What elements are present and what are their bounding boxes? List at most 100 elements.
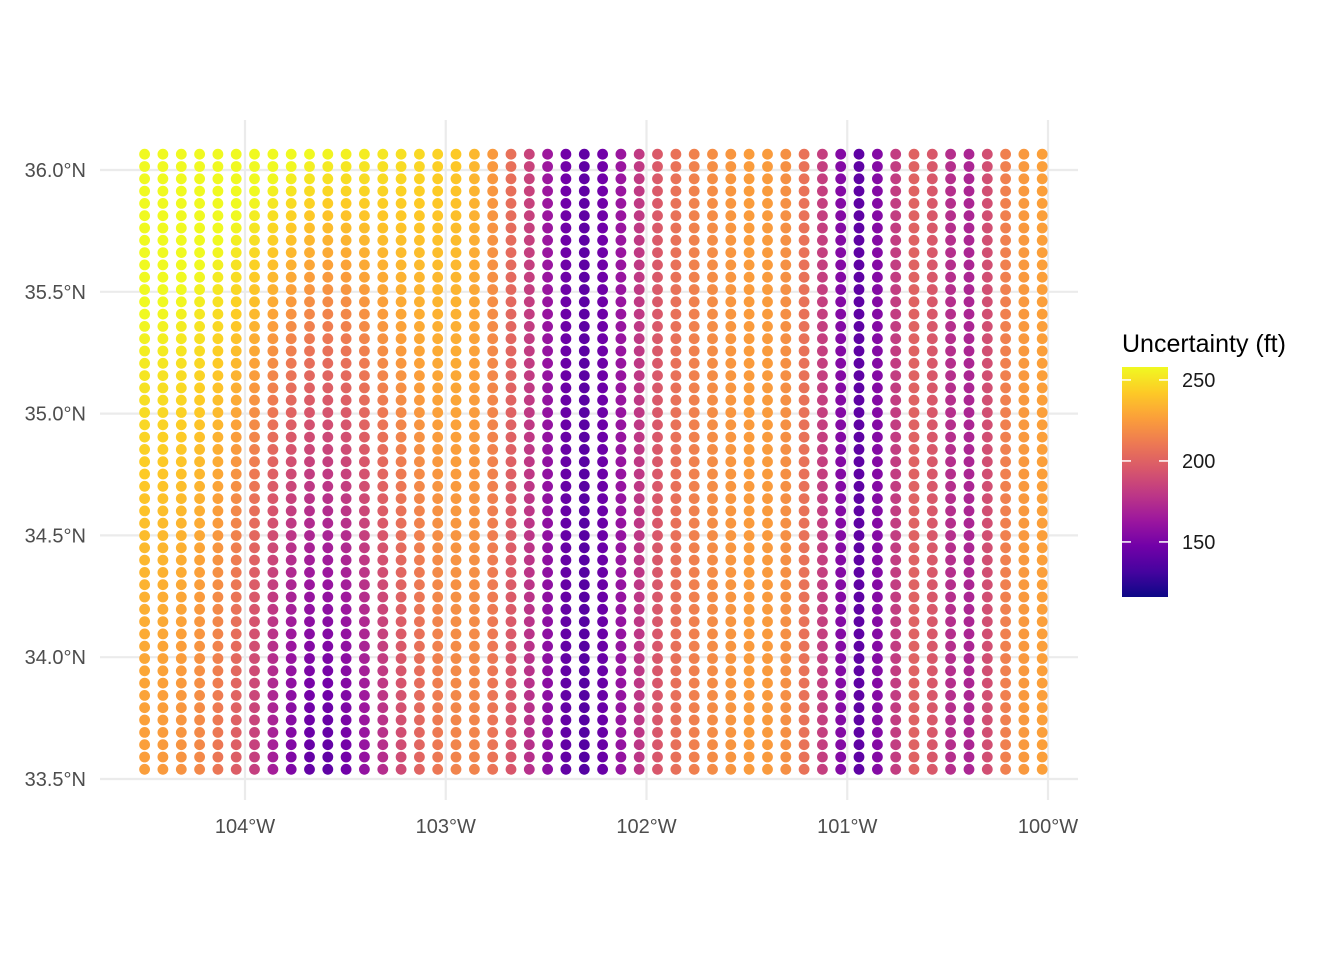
- data-point: [139, 640, 151, 652]
- data-point: [304, 284, 315, 295]
- data-point: [798, 579, 810, 591]
- data-point: [523, 259, 535, 271]
- data-point: [688, 505, 700, 517]
- data-point: [578, 382, 590, 394]
- data-point: [175, 468, 187, 480]
- data-point: [853, 247, 865, 258]
- data-point: [560, 161, 572, 172]
- data-point: [963, 653, 975, 664]
- data-point: [230, 751, 242, 763]
- data-point: [633, 370, 645, 381]
- data-point: [780, 727, 792, 738]
- data-point: [872, 308, 883, 320]
- data-point: [835, 198, 847, 209]
- data-point: [304, 665, 315, 677]
- data-point: [743, 296, 755, 308]
- data-point: [157, 616, 169, 627]
- data-point: [139, 370, 151, 381]
- data-point: [707, 628, 718, 640]
- data-point: [212, 284, 224, 295]
- data-point: [853, 185, 865, 197]
- data-point: [615, 702, 627, 714]
- data-point: [688, 727, 700, 738]
- data-point: [688, 419, 700, 431]
- data-point: [707, 603, 718, 615]
- data-point: [780, 665, 792, 677]
- data-point: [560, 665, 572, 677]
- data-point: [688, 567, 700, 578]
- data-point: [1036, 690, 1048, 701]
- data-point: [249, 763, 260, 775]
- data-point: [542, 579, 553, 591]
- data-point: [377, 677, 389, 689]
- data-point: [670, 456, 682, 468]
- data-point: [542, 468, 553, 480]
- data-point: [560, 234, 572, 246]
- data-point: [688, 530, 700, 541]
- data-point: [285, 444, 297, 455]
- data-point: [340, 431, 352, 443]
- data-point: [688, 333, 700, 345]
- data-point: [743, 185, 755, 197]
- data-point: [597, 653, 608, 664]
- data-point: [432, 321, 444, 332]
- data-point: [487, 505, 499, 517]
- data-point: [432, 579, 444, 591]
- data-point: [249, 542, 260, 554]
- data-point: [963, 751, 975, 763]
- data-point: [322, 714, 334, 726]
- data-point: [817, 653, 828, 664]
- data-point: [707, 714, 718, 726]
- data-point: [249, 444, 260, 455]
- data-point: [890, 665, 902, 677]
- data-point: [414, 677, 425, 689]
- data-point: [304, 480, 315, 492]
- data-point: [542, 640, 553, 652]
- data-point: [688, 148, 700, 160]
- data-point: [523, 333, 535, 345]
- data-point: [505, 665, 517, 677]
- data-point: [725, 690, 737, 701]
- data-point: [285, 530, 297, 541]
- data-point: [853, 542, 865, 554]
- data-point: [304, 714, 315, 726]
- data-point: [926, 554, 938, 566]
- data-point: [194, 468, 206, 480]
- data-point: [212, 542, 224, 554]
- data-point: [945, 321, 956, 332]
- data-point: [688, 271, 700, 283]
- data-point: [615, 370, 627, 381]
- data-point: [523, 148, 535, 160]
- data-point: [963, 407, 975, 418]
- data-point: [633, 198, 645, 209]
- data-point: [1018, 185, 1030, 197]
- data-point: [523, 185, 535, 197]
- data-point: [359, 259, 370, 271]
- data-point: [322, 321, 334, 332]
- data-point: [817, 394, 828, 406]
- data-point: [615, 259, 627, 271]
- data-point: [872, 640, 883, 652]
- data-point: [817, 308, 828, 320]
- data-point: [652, 210, 663, 222]
- data-point: [817, 431, 828, 443]
- data-point: [175, 234, 187, 246]
- data-point: [230, 234, 242, 246]
- data-point: [707, 284, 718, 295]
- data-point: [926, 234, 938, 246]
- data-point: [615, 653, 627, 664]
- data-point: [615, 148, 627, 160]
- data-point: [872, 542, 883, 554]
- data-point: [578, 530, 590, 541]
- data-point: [1018, 554, 1030, 566]
- data-point: [304, 542, 315, 554]
- data-point: [542, 444, 553, 455]
- data-point: [377, 468, 389, 480]
- data-point: [322, 357, 334, 369]
- data-point: [981, 653, 993, 664]
- data-point: [945, 591, 956, 603]
- data-point: [175, 714, 187, 726]
- data-point: [432, 394, 444, 406]
- data-point: [890, 517, 902, 529]
- data-point: [652, 185, 663, 197]
